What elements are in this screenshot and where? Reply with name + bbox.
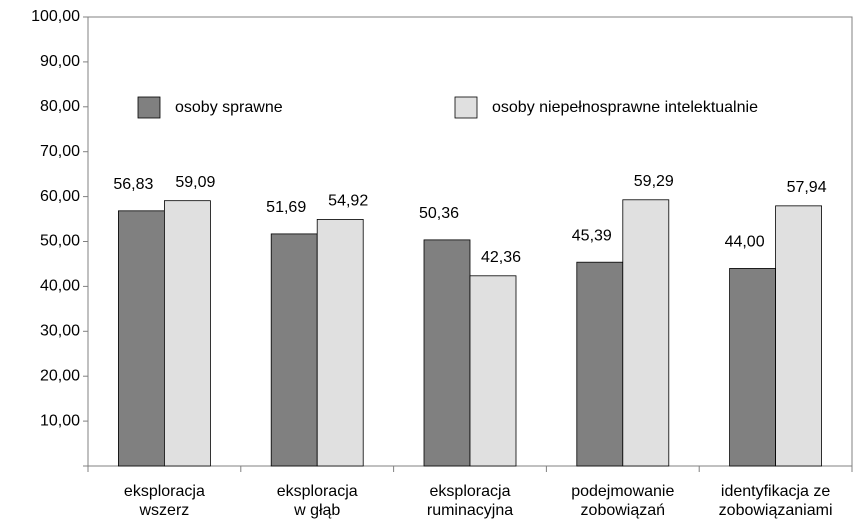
bar (622, 199, 670, 467)
x-tick-label: wszerz (139, 502, 190, 519)
y-tick-label: 40,00 (40, 278, 80, 295)
x-tick-label: podejmowanie (571, 483, 674, 500)
bar (270, 233, 318, 467)
x-tick-label: eksploracja (124, 483, 205, 500)
y-tick-label: 30,00 (40, 323, 80, 340)
x-tick-label: eksploracja (277, 483, 358, 500)
bar (118, 210, 165, 467)
y-tick-label: 50,00 (40, 233, 80, 250)
x-tick-label: identyfikacja ze (721, 483, 830, 500)
value-label: 51,69 (266, 199, 306, 216)
value-label: 54,92 (328, 193, 368, 210)
y-tick-label: 70,00 (40, 143, 80, 160)
bar (775, 205, 822, 467)
value-label: 45,39 (572, 227, 612, 244)
bar (163, 200, 211, 467)
x-tick-label: eksploracja (430, 483, 511, 500)
bar (729, 268, 776, 467)
x-tick-label: w głąb (293, 502, 340, 519)
legend-swatch (137, 96, 161, 119)
bar (423, 239, 471, 467)
bar (316, 219, 364, 467)
legend-swatch (454, 96, 478, 119)
value-label: 44,00 (725, 234, 765, 251)
x-tick-label: ruminacyjna (427, 502, 513, 519)
bar (469, 275, 517, 467)
value-label: 59,09 (175, 174, 215, 191)
y-tick-label: 10,00 (40, 412, 80, 429)
y-tick-label: 20,00 (40, 367, 80, 384)
x-tick-label: zobowiązaniami (719, 502, 833, 519)
y-tick-label: 60,00 (40, 188, 80, 205)
bar (576, 261, 624, 467)
value-label: 57,94 (787, 179, 827, 196)
y-tick-label: 90,00 (40, 53, 80, 70)
y-tick-label: 100,00 (31, 8, 80, 25)
legend-label: osoby niepełnosprawne intelektualnie (492, 99, 758, 116)
y-tick-label: 80,00 (40, 98, 80, 115)
value-label: 56,83 (113, 176, 153, 193)
value-label: 42,36 (481, 249, 521, 266)
value-label: 50,36 (419, 205, 459, 222)
x-tick-label: zobowiązań (581, 502, 666, 519)
legend-label: osoby sprawne (175, 99, 283, 116)
value-label: 59,29 (634, 173, 674, 190)
